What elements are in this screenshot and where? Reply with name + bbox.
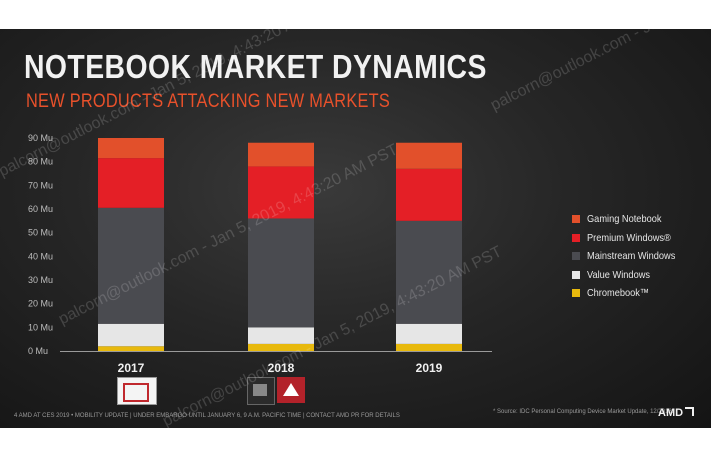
legend-item: Gaming Notebook (572, 210, 687, 229)
legend-label: Mainstream Windows (587, 250, 676, 263)
legend-item: Premium Windows® (572, 229, 687, 248)
bar-segment-value-windows (396, 323, 462, 344)
bar-segment-mainstream-windows (396, 220, 462, 324)
legend-swatch (572, 215, 580, 224)
x-tick-label: 2019 (416, 361, 443, 375)
legend-label: Value Windows (587, 268, 651, 281)
footer-source: * Source: IDC Personal Computing Device … (493, 409, 674, 415)
amd-logo-text: AMD (658, 407, 684, 419)
y-tick-label: 20 Mu (28, 299, 53, 309)
bar-segment-mainstream-windows (98, 207, 164, 324)
y-tick-label: 30 Mu (28, 275, 53, 285)
amd-ryzen-logo (247, 377, 275, 405)
legend-label: Gaming Notebook (587, 213, 662, 226)
legend-swatch (572, 233, 580, 242)
amd-athlon-logo (117, 377, 157, 405)
x-tick-label: 2018 (268, 361, 295, 375)
bar-segment-gaming-notebook (98, 138, 164, 159)
stacked-bar-chart: 0 Mu 10 Mu 20 Mu 30 Mu 40 Mu 50 Mu 60 Mu 70 Mu 8… (28, 133, 492, 375)
legend-swatch (572, 252, 580, 261)
bar-segment-mainstream-windows (248, 218, 314, 328)
y-tick-label: 90 Mu (28, 133, 53, 143)
legend-swatch (572, 270, 580, 279)
legend-item: Chromebook™ (572, 284, 687, 303)
amd-radeon-logo (277, 377, 305, 403)
x-tick-label: 2017 (118, 361, 145, 375)
slide-title: NOTEBOOK MARKET DYNAMICS (24, 48, 487, 85)
y-tick-label: 80 Mu (28, 157, 53, 167)
amd-arrow-icon (685, 407, 695, 416)
bar-segment-value-windows (98, 323, 164, 347)
bar-segment-premium-windows (396, 168, 462, 221)
legend-item: Mainstream Windows (572, 247, 687, 266)
y-tick-label: 40 Mu (28, 251, 53, 261)
y-tick-label: 0 Mu (28, 346, 48, 356)
slide-subtitle: NEW PRODUCTS ATTACKING NEW MARKETS (26, 91, 391, 112)
slide: NOTEBOOK MARKET DYNAMICS NEW PRODUCTS AT… (0, 29, 711, 428)
bar-segment-premium-windows (248, 166, 314, 219)
bar-segment-gaming-notebook (248, 142, 314, 167)
y-tick-label: 60 Mu (28, 204, 53, 214)
bar-segment-chromebook (98, 346, 164, 351)
bar-segment-chromebook (396, 343, 462, 351)
y-tick-label: 10 Mu (28, 322, 53, 332)
bar-segment-premium-windows (98, 158, 164, 208)
y-tick-label: 70 Mu (28, 180, 53, 190)
y-tick-label: 50 Mu (28, 228, 53, 238)
legend-item: Value Windows (572, 266, 687, 285)
chart-legend: Gaming Notebook Premium Windows® Mainstrea… (572, 210, 687, 303)
bar-segment-value-windows (248, 327, 314, 344)
legend-swatch (572, 289, 580, 298)
bar-segment-gaming-notebook (396, 142, 462, 169)
amd-logo: AMD (658, 407, 695, 419)
legend-label: Chromebook™ (587, 287, 650, 300)
legend-label: Premium Windows® (587, 231, 671, 244)
bar-segment-chromebook (248, 343, 314, 351)
footer-disclaimer: 4 AMD AT CES 2019 • MOBILITY UPDATE | UN… (14, 413, 400, 419)
